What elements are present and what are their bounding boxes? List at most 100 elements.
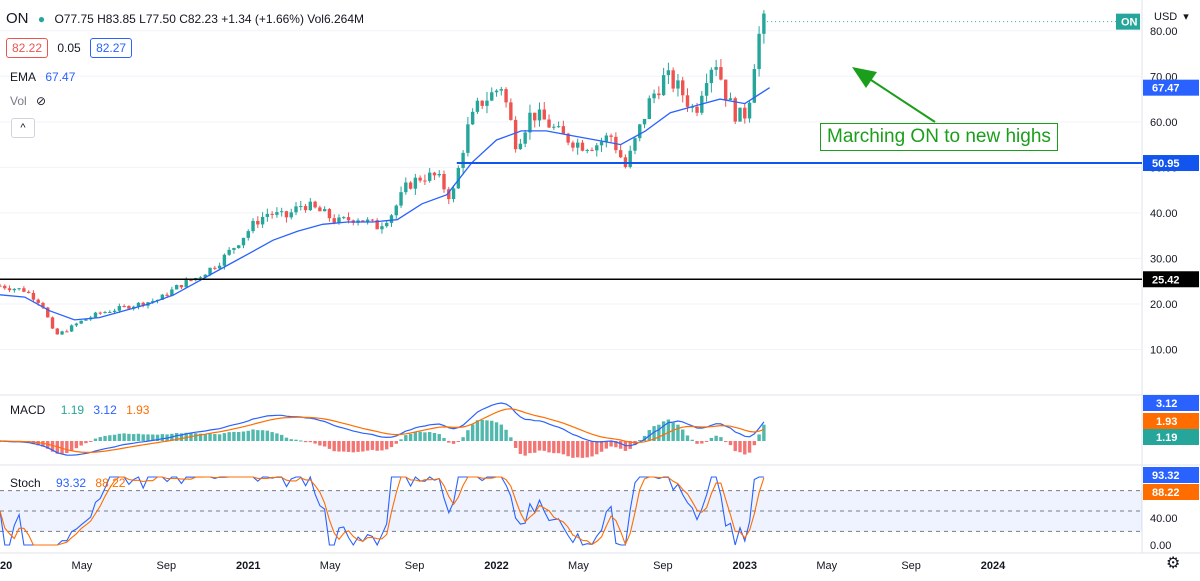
candle-body <box>723 79 728 101</box>
macd-histogram-bar <box>394 441 398 444</box>
candle-body <box>0 285 2 287</box>
macd-histogram-bar <box>733 441 737 452</box>
macd-histogram-bar <box>437 434 441 441</box>
macd-histogram-bar <box>370 441 375 450</box>
symbol-name[interactable]: ON <box>6 10 29 27</box>
macd-histogram-bar <box>98 437 102 441</box>
candle-body <box>652 93 656 99</box>
macd-value: 3.12 <box>93 403 117 417</box>
candle-body <box>279 211 284 213</box>
candle-body <box>618 150 623 158</box>
stoch-value-tag <box>1143 484 1199 500</box>
macd-histogram-bar <box>447 441 451 443</box>
ask-box[interactable]: 82.27 <box>90 38 133 58</box>
candle-body <box>174 285 179 290</box>
macd-histogram-bar <box>227 432 231 441</box>
x-tick-label: Sep <box>405 560 425 572</box>
macd-histogram-bar <box>490 420 494 441</box>
candle-body <box>728 98 733 101</box>
macd-legend[interactable]: MACD 1.19 3.12 1.93 <box>10 403 155 417</box>
x-tick-label: 2022 <box>484 560 508 572</box>
candle-body <box>22 288 26 292</box>
macd-histogram-bar <box>332 441 336 452</box>
level-price-tag <box>1143 155 1199 172</box>
macd-histogram-bar <box>757 434 761 441</box>
candle-body <box>260 216 265 225</box>
candle-body <box>213 267 217 269</box>
macd-signal-value: 1.93 <box>126 403 150 417</box>
candle-body <box>671 70 675 89</box>
bid-box[interactable]: 82.22 <box>6 38 49 58</box>
candle-body <box>31 292 36 300</box>
candle-body <box>704 83 709 96</box>
candle-body <box>179 285 184 288</box>
candle-body <box>762 13 766 34</box>
candle-body <box>408 182 413 189</box>
candle-body <box>676 80 680 89</box>
candle-body <box>513 119 518 150</box>
candle-body <box>375 220 379 230</box>
macd-histogram-bar <box>762 424 766 441</box>
macd-histogram-bar <box>404 435 408 441</box>
macd-histogram-bar <box>160 434 165 441</box>
candle-body <box>494 90 499 93</box>
candle-body <box>485 100 489 106</box>
candle-body <box>509 102 513 120</box>
macd-histogram-bar <box>614 441 618 448</box>
candle-body <box>695 106 699 113</box>
macd-histogram-bar <box>523 441 527 456</box>
ema-value: 67.47 <box>45 70 76 84</box>
chevron-down-icon: ▾ <box>1183 11 1189 23</box>
candle-body <box>709 69 714 84</box>
candle-body <box>60 331 64 335</box>
candle-body <box>74 323 79 326</box>
stoch-legend[interactable]: Stoch 93.32 88.22 <box>10 476 131 490</box>
collapse-legend-button[interactable]: ^ <box>11 118 35 138</box>
macd-histogram-bar <box>46 441 50 449</box>
macd-histogram-bar <box>638 440 642 442</box>
candle-body <box>217 265 222 269</box>
candle-body <box>112 310 117 312</box>
candle-body <box>251 220 255 232</box>
candle-body <box>413 177 418 189</box>
stoch-y-tick-label: 0.00 <box>1150 540 1171 552</box>
macd-histogram-bar <box>461 437 465 441</box>
macd-histogram-bar <box>203 434 207 441</box>
macd-histogram-bar <box>260 430 265 441</box>
candle-body <box>98 312 102 314</box>
candle-body <box>322 209 327 212</box>
macd-histogram-bar <box>599 441 604 452</box>
macd-histogram-bar <box>136 433 141 441</box>
candle-body <box>456 167 461 189</box>
candle-body <box>289 212 293 218</box>
macd-histogram-bar <box>571 441 575 458</box>
candle-body <box>609 135 613 137</box>
macd-histogram-bar <box>246 430 250 441</box>
candle-body <box>685 95 690 107</box>
x-tick-label: Sep <box>901 560 921 572</box>
macd-histogram-bar <box>380 441 384 451</box>
candle-body <box>79 320 83 324</box>
ema-legend[interactable]: EMA 67.47 <box>10 70 81 84</box>
currency-label[interactable]: USD ▾ <box>1154 11 1189 23</box>
macd-histogram-bar <box>289 439 293 441</box>
macd-histogram-bar <box>427 432 432 441</box>
macd-histogram-bar <box>652 426 656 441</box>
macd-histogram-bar <box>294 439 298 441</box>
candle-body <box>451 188 456 200</box>
candle-body <box>7 288 12 291</box>
candle-body <box>638 124 642 139</box>
macd-histogram-bar <box>738 441 742 453</box>
macd-histogram-bar <box>74 441 79 449</box>
eye-off-icon[interactable]: ⊘ <box>36 94 47 108</box>
vol-legend[interactable]: Vol ⊘ <box>10 94 52 108</box>
candle-body <box>294 206 298 213</box>
annotation-box[interactable]: Marching ON to new highs <box>820 123 1058 151</box>
candle-body <box>566 133 570 143</box>
macd-histogram-bar <box>84 441 88 444</box>
macd-histogram-bar <box>275 433 279 441</box>
candle-body <box>585 149 589 151</box>
settings-gear-icon[interactable]: ⚙ <box>1166 555 1181 572</box>
candle-body <box>738 107 742 122</box>
